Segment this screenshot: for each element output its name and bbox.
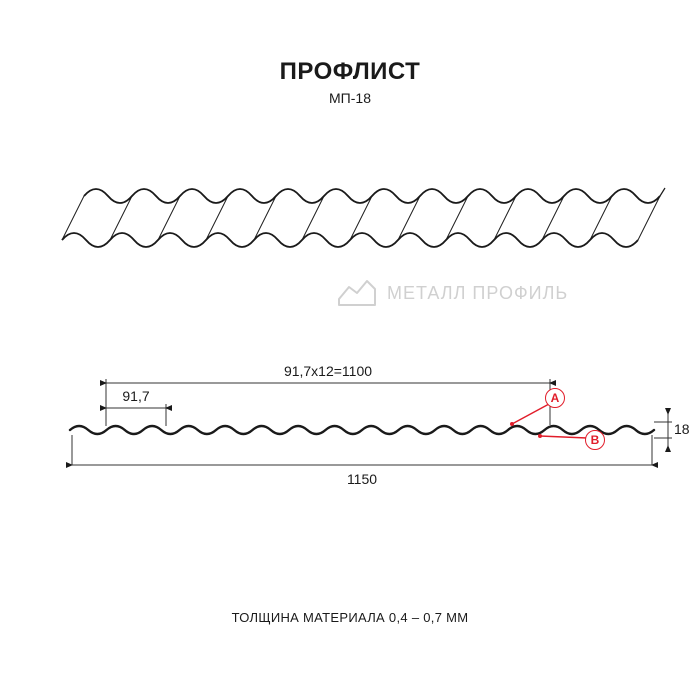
marker-b: B	[585, 430, 605, 450]
drawing-canvas	[0, 0, 700, 700]
marker-a: A	[545, 388, 565, 408]
footer-note: ТОЛЩИНА МАТЕРИАЛА 0,4 – 0,7 ММ	[0, 610, 700, 625]
dim-label-top: 91,7х12=1100	[268, 363, 388, 379]
technical-drawing-sheet: { "header": { "title": "ПРОФЛИСТ", "titl…	[0, 0, 700, 700]
cross-section-view	[70, 426, 654, 434]
isometric-view	[62, 188, 665, 247]
dim-label-bottom: 1150	[302, 471, 422, 487]
dim-label-pitch: 91,7	[76, 388, 196, 404]
dim-label-height: 18	[674, 421, 690, 437]
